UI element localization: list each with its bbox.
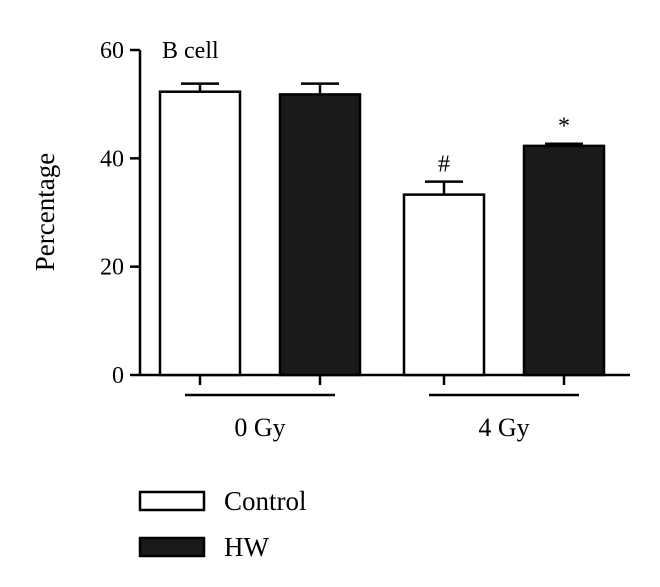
legend-swatch-control xyxy=(138,490,206,512)
chart-title: B cell xyxy=(162,38,219,64)
x-category-label: 4 Gy xyxy=(478,413,529,442)
legend-label: HW xyxy=(224,532,269,562)
category-groups: 0 Gy 4 Gy xyxy=(185,375,579,442)
bars: #* xyxy=(158,82,606,377)
significance-marker: # xyxy=(438,152,450,178)
y-tick-label: 20 xyxy=(100,255,124,281)
legend-swatch-hw xyxy=(138,536,206,558)
bar-hw-0 xyxy=(278,93,362,377)
bar-hw-1 xyxy=(522,144,606,377)
x-category-label: 0 Gy xyxy=(234,413,285,442)
y-tick-label: 0 xyxy=(112,363,124,389)
y-axis-label: Percentage xyxy=(30,153,60,271)
y-tick-label: 40 xyxy=(100,146,124,172)
legend-label: Control xyxy=(224,486,307,516)
significance-marker: * xyxy=(558,114,570,140)
bar-control-1 xyxy=(402,193,486,377)
y-tick-label: 60 xyxy=(100,38,124,64)
legend: Control HW xyxy=(138,486,307,562)
y-ticks: 0 20 40 60 xyxy=(100,38,140,389)
bar-control-0 xyxy=(158,90,242,377)
